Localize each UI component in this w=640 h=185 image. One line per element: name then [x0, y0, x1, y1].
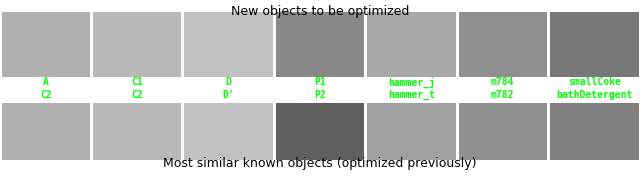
Bar: [184, 103, 273, 160]
Text: hammer_t: hammer_t: [388, 90, 435, 100]
Bar: [550, 103, 639, 160]
Text: New objects to be optimized: New objects to be optimized: [231, 5, 409, 18]
Text: bathDetergent: bathDetergent: [556, 90, 632, 100]
Text: D: D: [226, 77, 232, 87]
Bar: [1, 103, 90, 160]
Bar: [93, 12, 181, 77]
Text: C1: C1: [131, 77, 143, 87]
Text: P2: P2: [314, 90, 326, 100]
Text: D': D': [223, 90, 234, 100]
Text: Most similar known objects (optimized previously): Most similar known objects (optimized pr…: [163, 157, 477, 169]
Bar: [459, 103, 547, 160]
Bar: [1, 12, 90, 77]
Bar: [367, 103, 456, 160]
Text: C2: C2: [40, 90, 52, 100]
Text: P1: P1: [314, 77, 326, 87]
Text: hammer_j: hammer_j: [388, 76, 435, 88]
Text: m782: m782: [491, 90, 515, 100]
Text: C2: C2: [131, 90, 143, 100]
Text: A: A: [43, 77, 49, 87]
Text: smallCoke: smallCoke: [568, 77, 621, 87]
Bar: [459, 12, 547, 77]
Bar: [276, 103, 364, 160]
Text: m784: m784: [491, 77, 515, 87]
Bar: [367, 12, 456, 77]
Bar: [550, 12, 639, 77]
Bar: [276, 12, 364, 77]
Bar: [184, 12, 273, 77]
Bar: [93, 103, 181, 160]
